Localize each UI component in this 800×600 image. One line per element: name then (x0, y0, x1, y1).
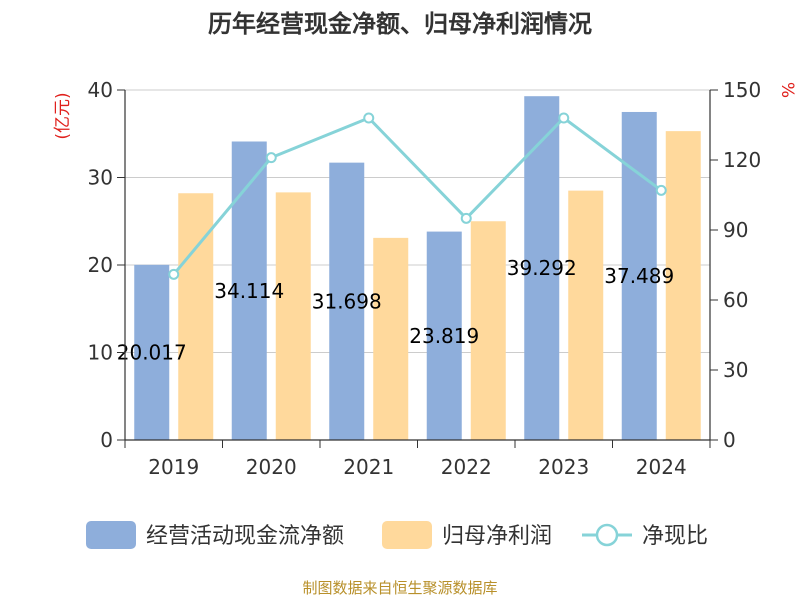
x-tick-label: 2020 (246, 455, 297, 479)
line-point-2021 (363, 112, 375, 124)
line-series (168, 112, 667, 280)
bar-2022-cashflow (426, 231, 462, 440)
axes: 0 10 20 30 40 0 30 60 90 120 150 2019 2020 2021 2022 20… (88, 78, 762, 479)
legend-swatch-cashflow (86, 521, 136, 549)
right-axis-unit: % (777, 82, 797, 98)
legend-label-netprofit: 归母净利润 (442, 524, 552, 549)
bar-2024-netprofit (665, 131, 701, 440)
right-tick-label: 30 (723, 358, 748, 382)
x-tick-label: 2022 (441, 455, 492, 479)
legend-swatch-netprofit (382, 521, 432, 549)
left-tick-label: 30 (88, 166, 113, 190)
bar-2019-netprofit (178, 193, 214, 440)
x-tick-label: 2023 (538, 455, 589, 479)
legend-label-ratio: 净现比 (642, 524, 708, 549)
line-point-2024 (655, 184, 667, 196)
legend: 经营活动现金流净额 归母净利润 净现比 (86, 521, 708, 549)
bar-2022-netprofit (470, 221, 506, 440)
left-tick-label: 0 (100, 428, 113, 452)
legend-swatch-ratio-marker (595, 523, 619, 547)
legend-label-cashflow: 经营活动现金流净额 (146, 524, 344, 549)
line-point-2023 (558, 112, 570, 124)
grid-lines (125, 89, 710, 353)
line-point-2022 (460, 212, 472, 224)
bar-2020-cashflow (231, 141, 267, 440)
left-tick-label: 10 (88, 341, 113, 365)
left-tick-label: 20 (88, 253, 113, 277)
bar-2020-netprofit (275, 192, 311, 440)
right-tick-label: 90 (723, 218, 748, 242)
data-label-2019: 20.017 (117, 340, 187, 364)
right-tick-label: 120 (723, 148, 761, 172)
bar-2019-cashflow (134, 264, 170, 440)
line-point-2020 (265, 152, 277, 164)
data-label-2020: 34.114 (214, 279, 284, 303)
left-tick-label: 40 (88, 78, 113, 102)
data-label-2023: 39.292 (507, 256, 577, 280)
x-tick-label: 2024 (636, 455, 687, 479)
bar-2023-netprofit (568, 190, 604, 440)
net-cash-ratio-line (172, 116, 663, 276)
bar-2021-cashflow (329, 162, 365, 440)
data-label-2022: 23.819 (409, 324, 479, 348)
bar-2021-netprofit (373, 237, 409, 440)
source-note: 制图数据来自恒生聚源数据库 (302, 579, 498, 597)
x-tick-label: 2021 (343, 455, 394, 479)
right-tick-label: 60 (723, 288, 748, 312)
data-labels: 20.017 34.114 31.698 23.819 39.292 37.489 (117, 256, 674, 364)
right-tick-label: 0 (723, 428, 736, 452)
data-label-2021: 31.698 (312, 289, 382, 313)
left-axis-unit: (亿元) (53, 92, 73, 139)
bar-series (134, 96, 701, 440)
data-label-2024: 37.489 (604, 264, 674, 288)
line-point-2019 (168, 268, 180, 280)
chart-title: 历年经营现金净额、归母净利润情况 (208, 10, 592, 38)
right-tick-label: 150 (723, 78, 761, 102)
x-tick-label: 2019 (148, 455, 199, 479)
